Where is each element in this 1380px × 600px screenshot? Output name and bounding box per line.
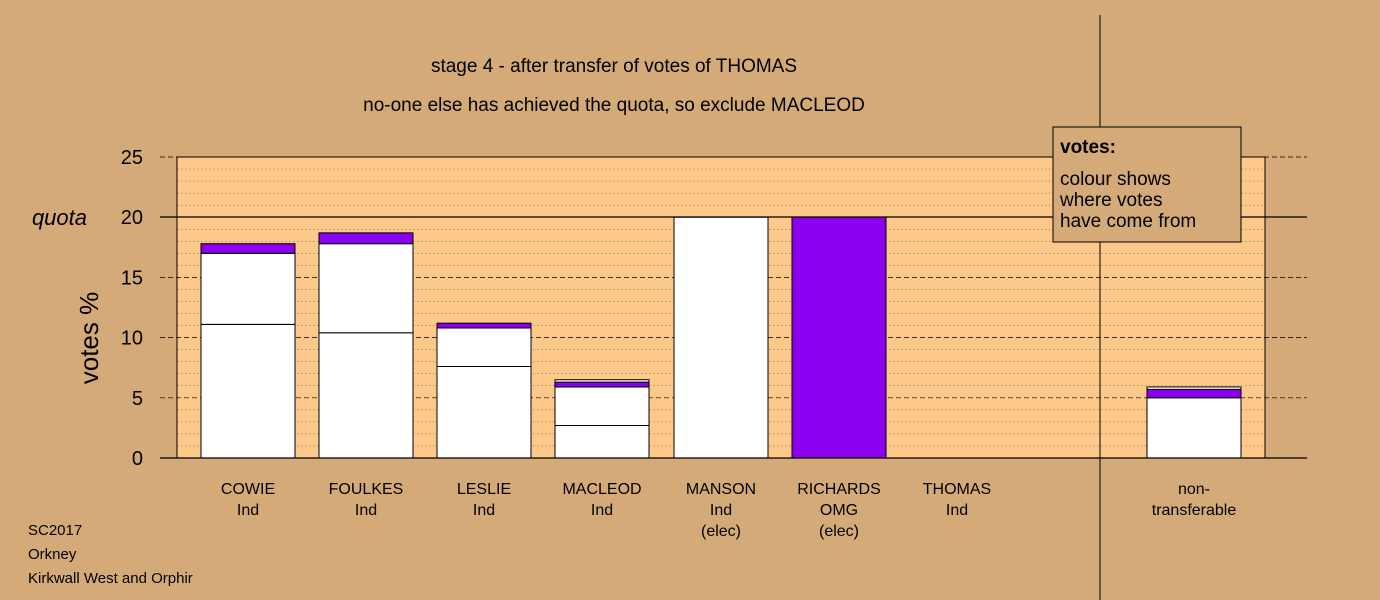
y-tick-label: 15	[121, 267, 143, 289]
x-label-name: non-	[1178, 481, 1210, 498]
x-label-party: Ind	[237, 502, 259, 519]
bar-stack	[554, 379, 650, 459]
bar-segment	[791, 216, 887, 459]
footer-election: SC2017	[28, 522, 82, 539]
x-label-name: LESLIE	[457, 481, 511, 498]
x-label-name: RICHARDS	[797, 481, 881, 498]
bar-stack	[318, 232, 414, 459]
footer-ward: Kirkwall West and Orphir	[28, 570, 193, 587]
y-tick-label: 25	[121, 147, 143, 169]
x-labels: COWIE Ind FOULKES Ind LESLIE Ind MACLEOD Ind MAN…	[221, 481, 1236, 540]
bar-segment	[200, 323, 296, 459]
bar-segment	[200, 243, 296, 254]
chart-title: stage 4 - after transfer of votes of THO…	[431, 56, 797, 77]
x-label-party: Ind	[946, 502, 968, 519]
x-label-name: COWIE	[221, 481, 275, 498]
y-tick-label: 20	[121, 207, 143, 229]
bar-stack	[436, 322, 532, 459]
x-label-party: Ind	[355, 502, 377, 519]
x-label-status: (elec)	[701, 523, 741, 540]
y-axis-label: votes %	[74, 292, 104, 385]
x-label-party: Ind	[591, 502, 613, 519]
x-label-party: transferable	[1152, 502, 1237, 519]
bar-stack	[791, 216, 887, 459]
bar-segment	[554, 381, 650, 388]
legend-title: votes:	[1060, 137, 1116, 158]
quota-label: quota	[32, 205, 87, 230]
bar-segment	[1146, 397, 1242, 459]
x-label-name: MANSON	[686, 481, 756, 498]
bar-segment	[436, 322, 532, 329]
bars	[200, 216, 1242, 459]
y-tick-label: 5	[132, 388, 143, 410]
bar-stack	[1146, 386, 1242, 459]
bar-segment	[436, 365, 532, 459]
footer-council: Orkney	[28, 546, 77, 563]
bar-segment	[554, 424, 650, 459]
chart-subtitle: no-one else has achieved the quota, so e…	[363, 95, 865, 116]
x-label-party: Ind	[473, 502, 495, 519]
x-label-party: OMG	[820, 502, 858, 519]
bar-segment	[554, 379, 650, 383]
x-label-name: THOMAS	[923, 481, 991, 498]
bar-segment	[1146, 388, 1242, 399]
bar-segment	[436, 327, 532, 367]
legend-line-2: where votes	[1059, 190, 1162, 211]
x-label-party: Ind	[710, 502, 732, 519]
bar-segment	[1146, 386, 1242, 390]
x-label-name: MACLEOD	[562, 481, 641, 498]
y-tick-label: 0	[132, 448, 143, 470]
x-label-status: (elec)	[819, 523, 859, 540]
x-label-name: FOULKES	[329, 481, 404, 498]
legend-line-1: colour shows	[1060, 169, 1171, 190]
bar-segment	[673, 216, 769, 459]
legend-line-3: have come from	[1060, 211, 1196, 232]
bar-stack	[200, 243, 296, 459]
legend-box	[1052, 126, 1242, 243]
legend: votes: colour shows where votes have com…	[1052, 126, 1242, 243]
bar-segment	[554, 386, 650, 426]
bar-segment	[318, 332, 414, 459]
bar-segment	[200, 252, 296, 325]
bar-segment	[318, 232, 414, 245]
y-tick-labels: 0 5 10 15 20 25	[121, 147, 143, 470]
bar-stack	[673, 216, 769, 459]
bar-segment	[318, 243, 414, 334]
y-tick-label: 10	[121, 328, 143, 350]
